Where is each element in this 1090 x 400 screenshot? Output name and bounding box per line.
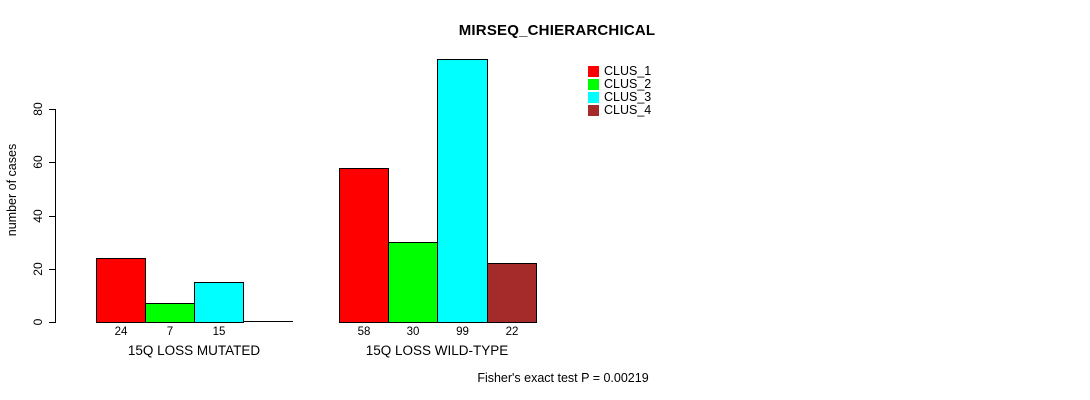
fisher-test-annotation: Fisher's exact test P = 0.00219 (477, 371, 649, 385)
y-axis-tick-label: 0 (31, 318, 45, 326)
group-label: 15Q LOSS WILD-TYPE (365, 343, 509, 358)
bar-value-label: 15 (212, 326, 226, 338)
legend: CLUS_1 CLUS_2 CLUS_3 CLUS_4 (588, 65, 651, 117)
bar-clus_2 (388, 242, 438, 323)
bar-value-label: 58 (357, 326, 371, 338)
legend-item-clus_4: CLUS_4 (588, 104, 651, 117)
bar-value-label: 24 (114, 326, 128, 338)
legend-item-clus_2: CLUS_2 (588, 78, 651, 91)
legend-label: CLUS_1 (604, 64, 652, 78)
legend-label: CLUS_4 (604, 103, 652, 117)
y-axis-tick-label: 40 (31, 209, 45, 223)
chart-title: MIRSEQ_CHIERARCHICAL (458, 22, 656, 39)
y-axis-tick (49, 162, 56, 163)
bar-clus_1 (96, 258, 146, 323)
y-axis-tick (49, 269, 56, 270)
bar-clus_4-zero (243, 321, 293, 322)
legend-swatch-icon (588, 105, 599, 116)
legend-label: CLUS_3 (604, 90, 652, 104)
bar-value-label: 7 (166, 326, 174, 338)
y-axis-label: number of cases (5, 143, 19, 237)
bar-value-label: 22 (505, 326, 519, 338)
y-axis-tick (49, 109, 56, 110)
legend-swatch-icon (588, 79, 599, 90)
legend-swatch-icon (588, 92, 599, 103)
bar-clus_4 (487, 263, 537, 323)
y-axis-tick-label: 80 (31, 102, 45, 116)
bar-value-label: 99 (456, 326, 469, 338)
y-axis-tick-label: 60 (31, 155, 45, 169)
group-label: 15Q LOSS MUTATED (127, 343, 261, 358)
bar-clus_3 (437, 59, 488, 323)
bar-clus_1 (339, 168, 389, 323)
legend-label: CLUS_2 (604, 77, 652, 91)
legend-swatch-icon (588, 66, 599, 77)
legend-item-clus_3: CLUS_3 (588, 91, 651, 104)
legend-item-clus_1: CLUS_1 (588, 65, 651, 78)
bar-clus_3 (194, 282, 244, 323)
bar-clus_2 (145, 303, 195, 323)
y-axis-tick (49, 322, 56, 323)
y-axis-tick (49, 216, 56, 217)
bar-value-label: 30 (406, 326, 420, 338)
y-axis-tick-label: 20 (31, 262, 45, 276)
